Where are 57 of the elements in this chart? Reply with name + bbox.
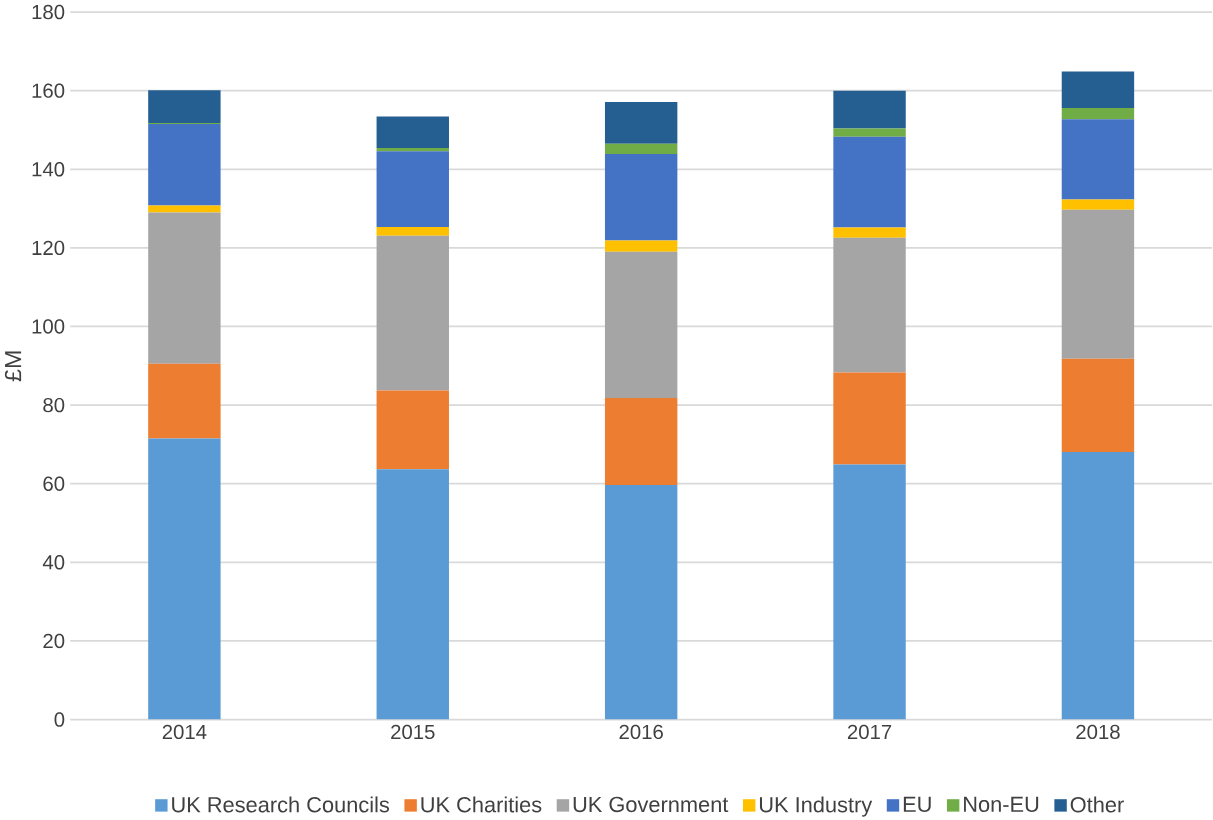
bar xyxy=(1061,209,1135,359)
bar xyxy=(833,128,906,137)
bar xyxy=(1061,358,1135,452)
legend-label: EU xyxy=(903,796,931,812)
bar xyxy=(833,237,906,373)
legend-label: UK Charities xyxy=(421,796,542,813)
bar xyxy=(376,235,449,391)
bar xyxy=(604,153,678,241)
bar xyxy=(833,136,906,228)
x-tick-label: 2017 xyxy=(847,724,892,739)
bar xyxy=(376,147,449,152)
y-axis-title: £M xyxy=(4,351,22,382)
y-tick-label: 180 xyxy=(32,4,65,20)
x-tick-label: 2018 xyxy=(1076,724,1120,739)
bar xyxy=(604,397,678,485)
y-tick-label: 100 xyxy=(32,319,65,334)
bar xyxy=(604,101,678,144)
y-tick-label: 40 xyxy=(42,555,65,570)
bar xyxy=(833,227,906,238)
x-tick-label: 2016 xyxy=(619,724,663,739)
bar xyxy=(604,240,678,252)
bar xyxy=(833,464,906,720)
bar xyxy=(1061,199,1135,210)
bar xyxy=(1061,71,1135,108)
bar xyxy=(833,90,906,129)
y-tick-label: 120 xyxy=(32,240,65,255)
bar xyxy=(376,390,449,470)
y-tick-label: 140 xyxy=(32,161,65,177)
legend-label: UK Industry xyxy=(759,796,873,817)
legend-label: Other xyxy=(1070,796,1124,813)
bar xyxy=(833,372,906,465)
bar xyxy=(1061,107,1135,120)
y-tick-label: 20 xyxy=(43,633,65,649)
y-tick-label: 60 xyxy=(43,476,65,491)
x-tick-label: 2014 xyxy=(162,724,207,739)
bar xyxy=(148,123,221,206)
bar xyxy=(148,212,221,364)
bar xyxy=(604,143,678,154)
bar xyxy=(1061,119,1135,200)
bar xyxy=(604,484,678,720)
bar xyxy=(148,363,221,439)
bar xyxy=(376,116,449,148)
bar xyxy=(376,469,449,720)
y-tick-label: 160 xyxy=(32,83,65,98)
bar xyxy=(376,151,449,227)
bar xyxy=(148,205,221,213)
bar xyxy=(604,251,678,398)
legend-label: Non-EU xyxy=(964,796,1039,812)
y-tick-label: 0 xyxy=(54,712,65,727)
legend-label: UK Government xyxy=(573,796,729,813)
bar xyxy=(148,90,221,123)
bar xyxy=(376,226,449,236)
bar xyxy=(1061,451,1135,720)
x-tick-label: 2015 xyxy=(391,724,435,739)
y-tick-label: 80 xyxy=(43,397,65,413)
bar xyxy=(148,438,221,720)
legend-label: UK Research Councils xyxy=(172,796,390,813)
